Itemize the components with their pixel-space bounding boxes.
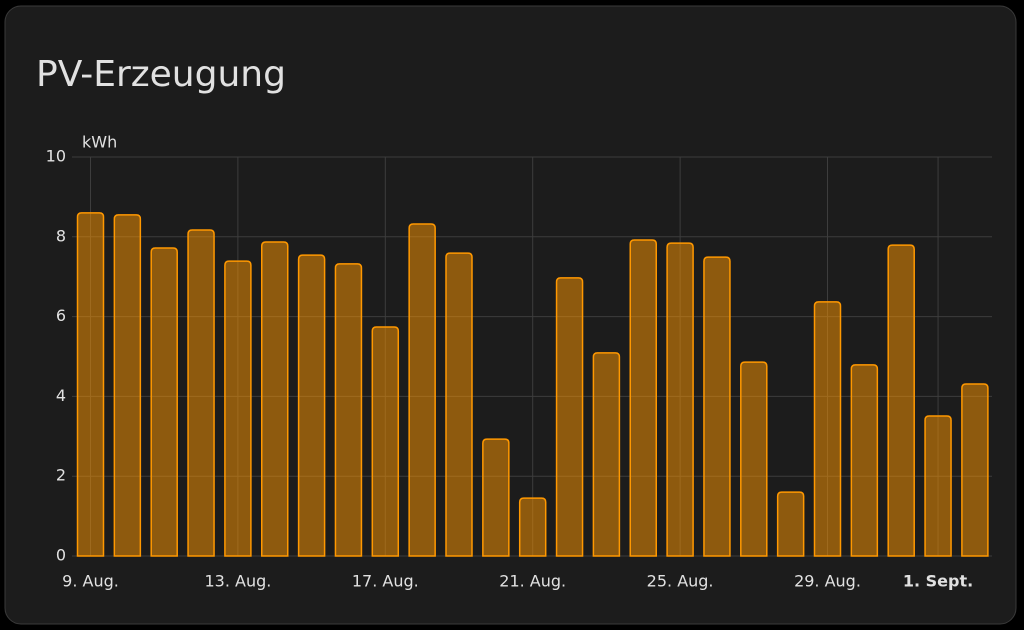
bar bbox=[924, 415, 952, 557]
bar bbox=[740, 361, 768, 557]
bar bbox=[187, 229, 215, 557]
y-tick-label: 2 bbox=[56, 466, 66, 485]
bar bbox=[629, 239, 657, 557]
y-axis-label: kWh bbox=[82, 133, 117, 152]
bar bbox=[666, 242, 694, 557]
bar bbox=[408, 223, 436, 557]
x-tick-label: 13. Aug. bbox=[204, 572, 271, 591]
y-tick-label: 0 bbox=[56, 546, 66, 565]
bar bbox=[555, 277, 584, 557]
x-tick-label: 9. Aug. bbox=[62, 572, 119, 591]
bar bbox=[334, 263, 363, 557]
bar bbox=[813, 301, 842, 557]
bar bbox=[261, 241, 289, 557]
bar bbox=[887, 244, 915, 557]
y-tick-label: 4 bbox=[56, 386, 66, 405]
bar bbox=[224, 260, 252, 557]
bar bbox=[961, 383, 989, 557]
x-tick-label: 25. Aug. bbox=[647, 572, 714, 591]
y-tick-label: 8 bbox=[56, 226, 66, 245]
bar bbox=[703, 256, 731, 557]
bar bbox=[518, 497, 547, 557]
bar bbox=[592, 352, 621, 557]
bar bbox=[150, 247, 178, 557]
bar bbox=[113, 214, 142, 557]
y-tick-label: 10 bbox=[46, 147, 66, 166]
bar bbox=[445, 252, 473, 557]
bar bbox=[482, 438, 510, 557]
bar bbox=[776, 491, 805, 557]
bar bbox=[850, 364, 879, 557]
bar bbox=[76, 212, 105, 557]
x-tick-label: 17. Aug. bbox=[352, 572, 419, 591]
x-tick-label: 29. Aug. bbox=[794, 572, 861, 591]
y-tick-label: 6 bbox=[56, 306, 66, 325]
bar bbox=[297, 254, 326, 557]
chart-title: PV-Erzeugung bbox=[36, 54, 286, 95]
x-tick-label: 1. Sept. bbox=[903, 572, 973, 591]
bar bbox=[371, 326, 400, 557]
x-tick-label: 21. Aug. bbox=[499, 572, 566, 591]
